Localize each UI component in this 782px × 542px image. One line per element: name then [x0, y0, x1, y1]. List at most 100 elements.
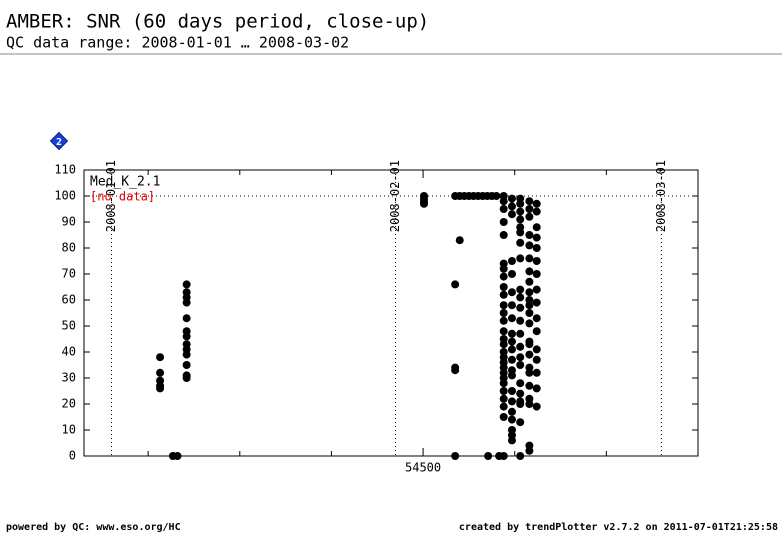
point: [532, 270, 541, 278]
point: [499, 309, 508, 317]
point: [182, 374, 191, 382]
date-label: 2008-03-01: [654, 160, 668, 232]
point: [499, 379, 508, 388]
point: [499, 327, 508, 336]
point: [525, 231, 534, 239]
point: [525, 277, 534, 286]
point: [451, 280, 460, 289]
point: [484, 452, 493, 460]
point: [419, 199, 428, 208]
point: [499, 387, 508, 395]
point: [182, 361, 191, 369]
point: [499, 205, 508, 213]
point: [516, 199, 525, 208]
point: [516, 418, 525, 427]
point: [455, 236, 464, 245]
y-tick-label: 0: [69, 449, 76, 463]
point: [532, 402, 541, 411]
point: [532, 327, 541, 336]
point: [532, 257, 541, 265]
point: [525, 400, 534, 408]
point: [499, 402, 508, 411]
point: [525, 197, 534, 206]
point: [507, 270, 516, 278]
point: [525, 241, 534, 250]
point: [499, 283, 508, 291]
point: [525, 254, 534, 263]
point: [507, 345, 516, 354]
y-tick-label: 60: [62, 293, 76, 307]
point: [507, 407, 516, 416]
point: [499, 413, 508, 421]
point: [525, 446, 534, 455]
point: [182, 314, 191, 323]
point: [516, 389, 525, 398]
point: [182, 298, 191, 307]
point: [525, 381, 534, 390]
point: [516, 254, 525, 263]
legend-entry: Med_K_2.1: [90, 175, 160, 190]
point: [492, 192, 501, 200]
point: [516, 293, 525, 302]
point: [507, 288, 516, 297]
point: [507, 301, 516, 310]
point: [532, 233, 541, 242]
point: [507, 314, 516, 323]
point: [507, 210, 516, 219]
point: [499, 452, 508, 460]
y-tick-label: 90: [62, 215, 76, 229]
y-tick-label: 110: [54, 163, 76, 177]
y-tick-label: 30: [62, 371, 76, 385]
point: [532, 207, 541, 216]
point: [532, 223, 541, 232]
point: [499, 340, 508, 349]
point: [532, 345, 541, 354]
point: [516, 238, 525, 247]
point: [516, 316, 525, 325]
point: [507, 436, 516, 445]
point: [507, 387, 516, 395]
point: [516, 452, 525, 460]
point: [532, 199, 541, 208]
point: [525, 267, 534, 276]
point: [499, 264, 508, 273]
point: [182, 332, 191, 341]
point: [532, 244, 541, 252]
y-tick-label: 80: [62, 241, 76, 255]
footer-left: powered by QC: www.eso.org/HC: [6, 522, 181, 533]
point: [532, 314, 541, 323]
point: [507, 397, 516, 406]
point: [182, 350, 191, 359]
y-tick-label: 70: [62, 267, 76, 281]
point: [499, 316, 508, 325]
point: [182, 280, 191, 289]
point: [507, 257, 516, 265]
point: [516, 342, 525, 351]
point: [156, 353, 165, 362]
badge[interactable]: 2: [49, 131, 69, 151]
badge-diamond: [49, 131, 69, 151]
point: [525, 212, 534, 221]
point: [525, 340, 534, 349]
point: [499, 290, 508, 299]
point: [516, 379, 525, 388]
point: [507, 337, 516, 346]
legend-entry: [no data]: [90, 190, 155, 204]
point: [507, 202, 516, 211]
point: [532, 384, 541, 393]
point: [516, 207, 525, 216]
point: [525, 205, 534, 213]
point: [516, 303, 525, 312]
point: [516, 215, 525, 224]
point: [516, 353, 525, 362]
point: [516, 329, 525, 338]
point: [173, 452, 182, 460]
y-tick-label: 100: [54, 189, 76, 203]
point: [525, 319, 534, 328]
point: [525, 301, 534, 310]
point: [525, 309, 534, 317]
point: [156, 384, 165, 393]
y-tick-label: 40: [62, 345, 76, 359]
point: [532, 368, 541, 377]
point: [532, 298, 541, 307]
